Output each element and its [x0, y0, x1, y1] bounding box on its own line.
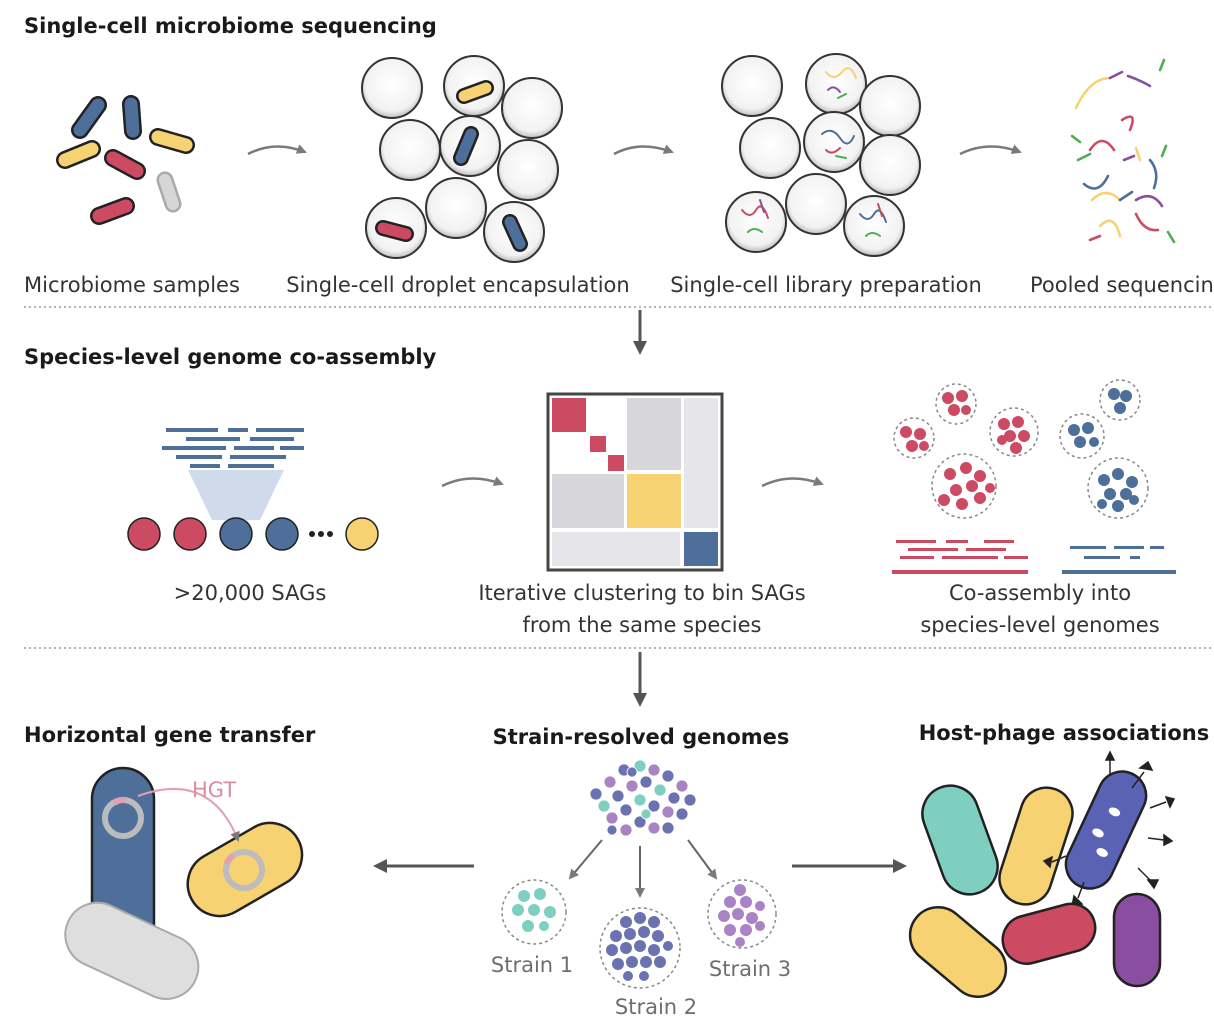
strain3-cells	[718, 884, 765, 947]
pooled-reads-illustration	[1070, 58, 1176, 244]
phage-title: Host-phage associations	[919, 721, 1210, 745]
label-strain-3: Strain 3	[709, 957, 791, 981]
strain2-cells	[606, 912, 673, 981]
label-sags: >20,000 SAGs	[174, 581, 327, 605]
library-preparation-illustration	[721, 53, 921, 257]
label-coassembly-line1: Co-assembly into	[949, 581, 1131, 605]
strain-mixture-blob	[589, 759, 697, 837]
step-arrow-2	[613, 144, 674, 156]
step-arrow-5	[761, 476, 824, 488]
microbiome-samples-illustration	[56, 95, 195, 225]
blue-cluster-cells	[1068, 388, 1139, 512]
hgt-label: HGT	[192, 778, 236, 802]
label-strain-2: Strain 2	[615, 995, 697, 1019]
step-arrow-4	[441, 476, 504, 488]
strain1-cells	[512, 888, 556, 932]
host-phage-illustration	[908, 750, 1176, 998]
step-arrow-1	[247, 144, 307, 156]
label-microbiome-samples: Microbiome samples	[24, 273, 240, 297]
strain-cluster-outlines	[501, 879, 777, 989]
label-clustering-line2: from the same species	[523, 613, 762, 637]
section1-title: Single-cell microbiome sequencing	[24, 14, 437, 38]
red-cluster-cells	[900, 390, 1030, 510]
section2-title: Species-level genome co-assembly	[24, 345, 437, 369]
coassembly-reads	[892, 540, 1176, 574]
arrow-strain-3	[687, 839, 718, 880]
label-coassembly-line2: species-level genomes	[920, 613, 1159, 637]
library-fragments	[741, 67, 887, 237]
sag-reads-illustration	[127, 428, 379, 551]
hgt-illustration	[64, 766, 304, 1000]
label-pooled-sequencing: Pooled sequencing	[1030, 273, 1214, 297]
encapsulated-cells	[375, 80, 528, 252]
label-clustering-line1: Iterative clustering to bin SAGs	[478, 581, 805, 605]
label-droplet-encapsulation: Single-cell droplet encapsulation	[286, 273, 629, 297]
hgt-title: Horizontal gene transfer	[24, 723, 316, 747]
arrow-strain-1	[568, 839, 603, 880]
droplet-encapsulation-illustration	[361, 55, 563, 263]
step-arrow-3	[959, 144, 1022, 156]
label-library-preparation: Single-cell library preparation	[670, 273, 982, 297]
label-strain-1: Strain 1	[491, 953, 573, 977]
coassembly-cluster-outlines	[893, 379, 1149, 519]
clustering-matrix	[546, 392, 724, 572]
strain-title: Strain-resolved genomes	[493, 725, 790, 749]
